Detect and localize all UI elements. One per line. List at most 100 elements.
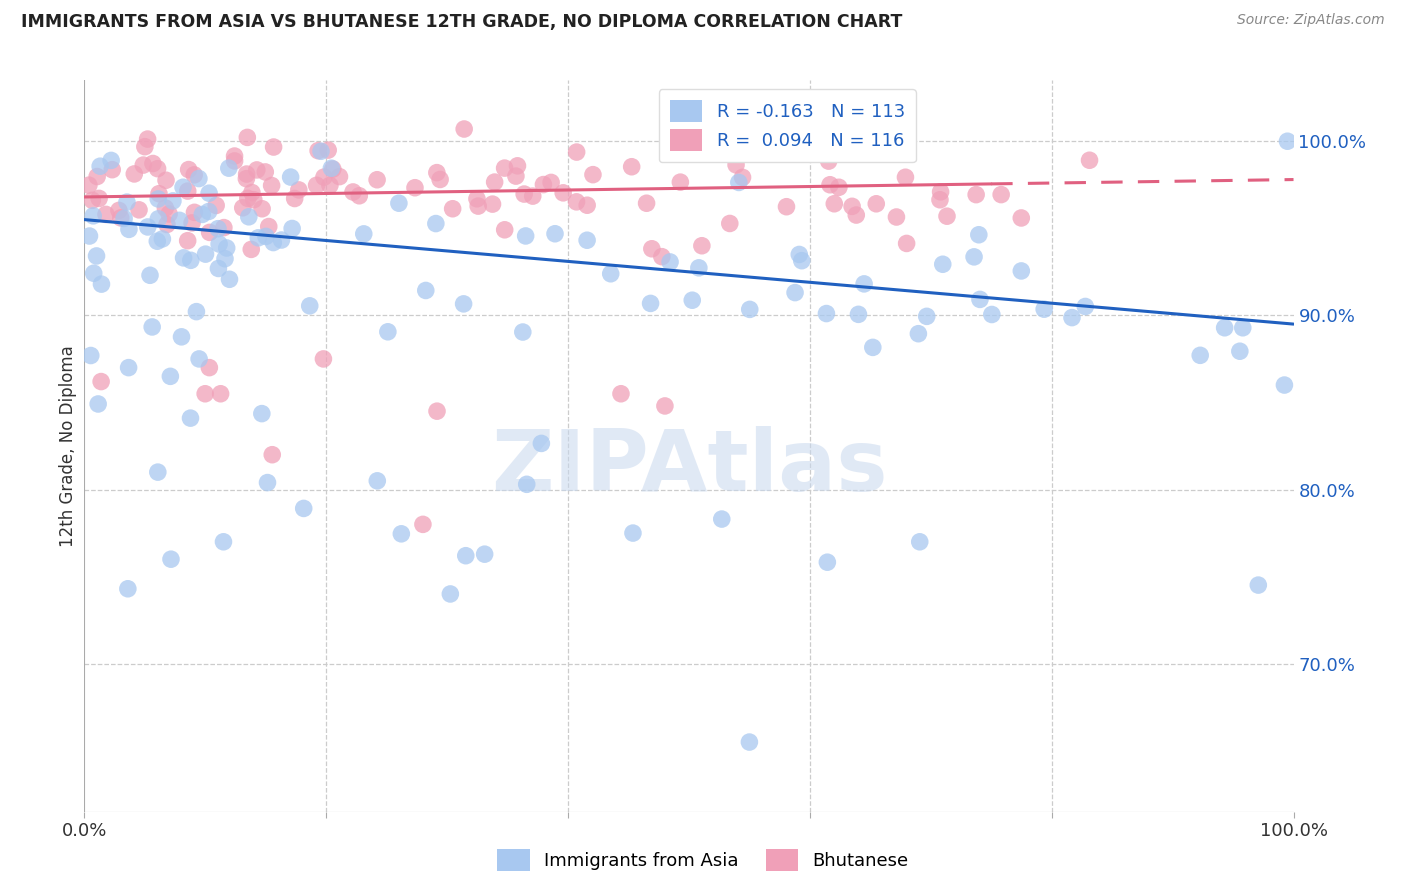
Point	[316, 143, 339, 157]
Point	[209, 386, 232, 401]
Point	[841, 199, 863, 213]
Point	[198, 360, 221, 375]
Point	[815, 307, 838, 321]
Point	[292, 501, 315, 516]
Point	[818, 178, 841, 192]
Point	[124, 167, 146, 181]
Point	[377, 325, 399, 339]
Point	[481, 197, 503, 211]
Point	[426, 166, 449, 180]
Point	[980, 308, 1002, 322]
Point	[87, 397, 110, 411]
Point	[328, 169, 350, 184]
Point	[908, 534, 931, 549]
Point	[188, 351, 211, 366]
Point	[727, 176, 749, 190]
Point	[263, 140, 285, 154]
Point	[848, 307, 870, 321]
Point	[177, 184, 200, 198]
Point	[494, 161, 516, 175]
Point	[80, 349, 103, 363]
Point	[194, 386, 217, 401]
Point	[1229, 344, 1251, 359]
Point	[298, 299, 321, 313]
Point	[240, 243, 263, 257]
Point	[155, 201, 177, 215]
Point	[415, 284, 437, 298]
Point	[815, 555, 838, 569]
Point	[89, 159, 111, 173]
Point	[783, 285, 806, 300]
Point	[1010, 264, 1032, 278]
Point	[77, 178, 100, 193]
Point	[157, 207, 180, 221]
Point	[710, 512, 733, 526]
Point	[738, 735, 761, 749]
Point	[389, 526, 412, 541]
Point	[967, 227, 990, 242]
Point	[260, 178, 283, 193]
Point	[731, 170, 754, 185]
Point	[159, 369, 181, 384]
Point	[139, 268, 162, 283]
Point	[853, 277, 876, 291]
Point	[688, 260, 710, 275]
Point	[1189, 348, 1212, 362]
Point	[599, 267, 621, 281]
Point	[187, 171, 209, 186]
Point	[453, 297, 475, 311]
Point	[108, 203, 131, 218]
Point	[932, 257, 955, 271]
Point	[262, 235, 284, 250]
Point	[845, 208, 868, 222]
Point	[128, 202, 150, 217]
Point	[425, 217, 447, 231]
Point	[544, 227, 567, 241]
Point	[170, 330, 193, 344]
Point	[118, 222, 141, 236]
Point	[86, 169, 108, 184]
Point	[321, 161, 343, 176]
Point	[186, 304, 208, 318]
Point	[100, 153, 122, 168]
Point	[148, 211, 170, 226]
Point	[256, 475, 278, 490]
Point	[224, 153, 246, 168]
Point	[823, 196, 845, 211]
Point	[1232, 320, 1254, 334]
Point	[215, 241, 238, 255]
Point	[112, 211, 135, 226]
Point	[896, 236, 918, 251]
Point	[1274, 378, 1296, 392]
Point	[280, 170, 302, 185]
Point	[101, 162, 124, 177]
Point	[969, 293, 991, 307]
Point	[322, 162, 344, 177]
Point	[576, 198, 599, 212]
Point	[718, 217, 741, 231]
Point	[439, 587, 461, 601]
Point	[86, 249, 108, 263]
Point	[82, 194, 104, 208]
Point	[156, 218, 179, 232]
Point	[236, 130, 259, 145]
Point	[659, 255, 682, 269]
Point	[640, 296, 662, 310]
Point	[236, 191, 259, 205]
Point	[862, 340, 884, 354]
Point	[208, 237, 231, 252]
Point	[533, 178, 555, 192]
Point	[610, 386, 633, 401]
Point	[94, 207, 117, 221]
Point	[512, 325, 534, 339]
Point	[894, 170, 917, 185]
Point	[177, 162, 200, 177]
Point	[513, 187, 536, 202]
Point	[148, 192, 170, 206]
Point	[936, 209, 959, 223]
Point	[262, 448, 284, 462]
Point	[787, 247, 810, 261]
Legend: Immigrants from Asia, Bhutanese: Immigrants from Asia, Bhutanese	[489, 842, 917, 879]
Point	[426, 404, 449, 418]
Point	[565, 145, 588, 159]
